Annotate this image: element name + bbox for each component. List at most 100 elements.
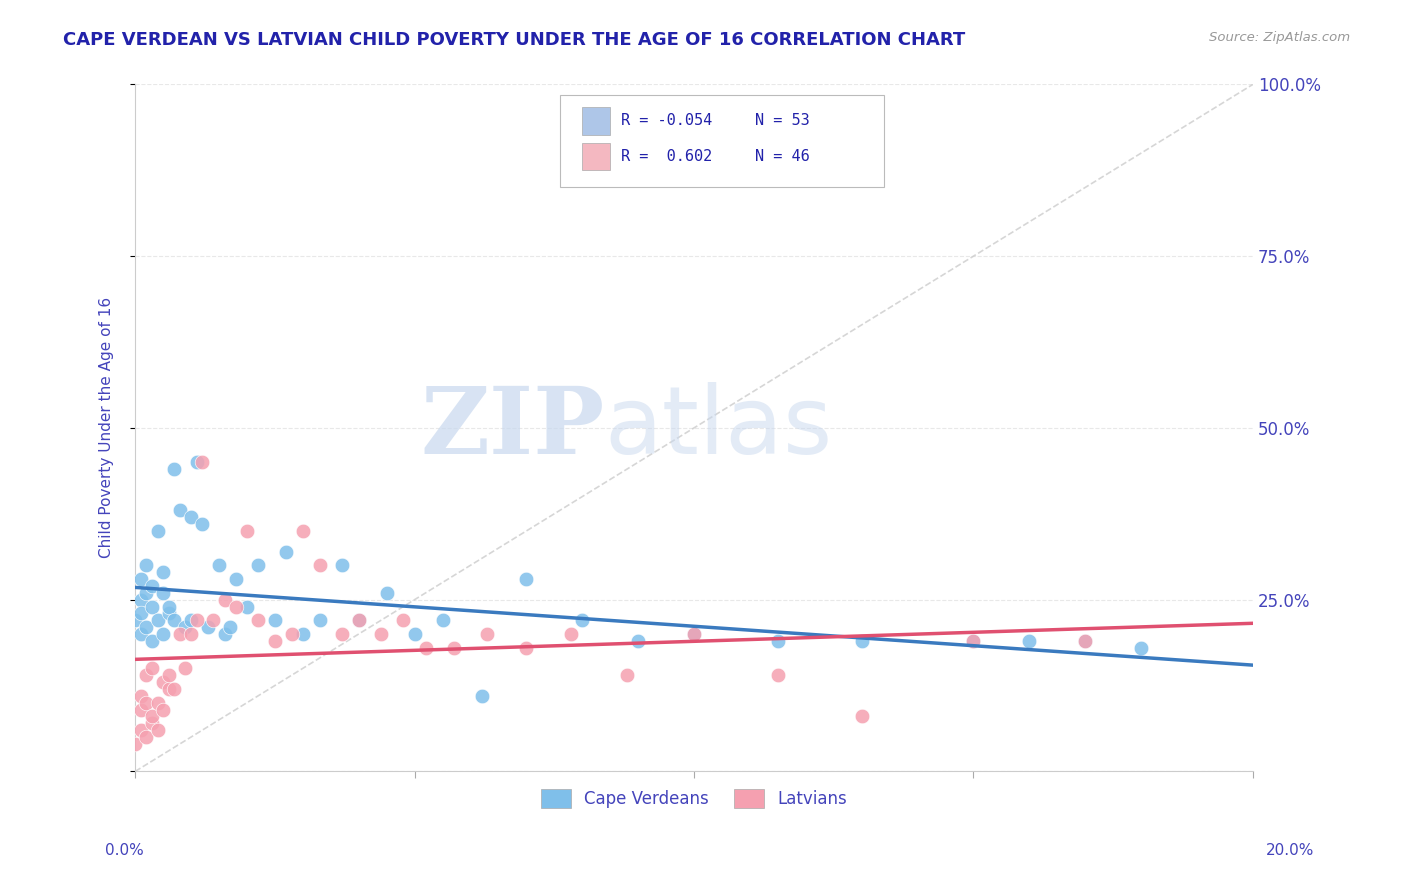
Point (191, 455, 214, 469)
Point (135, 730, 157, 744)
Point (152, 565, 174, 579)
Point (129, 723, 152, 738)
Point (146, 613, 169, 627)
Point (627, 633, 650, 648)
Point (135, 558, 157, 573)
Text: atlas: atlas (605, 382, 832, 474)
Text: R =  0.602: R = 0.602 (621, 149, 713, 164)
Point (135, 620, 157, 634)
Point (135, 668, 157, 682)
Point (129, 607, 152, 621)
Point (1074, 633, 1097, 648)
Point (157, 668, 180, 682)
Text: 0.0%: 0.0% (105, 843, 145, 858)
Point (236, 599, 259, 614)
Point (135, 586, 157, 600)
Point (146, 723, 169, 738)
Point (308, 558, 330, 573)
Text: CAPE VERDEAN VS LATVIAN CHILD POVERTY UNDER THE AGE OF 16 CORRELATION CHART: CAPE VERDEAN VS LATVIAN CHILD POVERTY UN… (63, 31, 966, 49)
Point (129, 572, 152, 586)
Point (174, 620, 197, 634)
Point (962, 633, 984, 648)
Point (135, 696, 157, 710)
Point (152, 586, 174, 600)
Point (129, 689, 152, 703)
Point (515, 640, 537, 655)
Point (264, 613, 287, 627)
Point (219, 620, 242, 634)
FancyBboxPatch shape (582, 107, 610, 135)
Point (247, 558, 270, 573)
Point (163, 681, 186, 696)
Point (152, 675, 174, 690)
Point (129, 627, 152, 641)
Point (214, 592, 236, 607)
Text: R = -0.054: R = -0.054 (621, 113, 713, 128)
Point (141, 633, 163, 648)
Point (146, 524, 169, 538)
Point (225, 572, 247, 586)
Point (766, 668, 789, 682)
Point (515, 572, 537, 586)
Point (404, 627, 426, 641)
Point (141, 599, 163, 614)
FancyBboxPatch shape (560, 95, 884, 187)
Point (471, 689, 494, 703)
Y-axis label: Child Poverty Under the Age of 16: Child Poverty Under the Age of 16 (100, 297, 114, 558)
Point (152, 627, 174, 641)
Legend: Cape Verdeans, Latvians: Cape Verdeans, Latvians (534, 782, 853, 814)
Point (169, 503, 191, 517)
Point (124, 613, 146, 627)
Point (197, 620, 219, 634)
Point (163, 613, 186, 627)
Point (851, 709, 873, 723)
Point (186, 455, 208, 469)
Point (180, 627, 202, 641)
Text: Source: ZipAtlas.com: Source: ZipAtlas.com (1209, 31, 1350, 45)
Point (208, 558, 231, 573)
Point (766, 633, 789, 648)
Point (560, 627, 582, 641)
Point (264, 633, 287, 648)
Point (375, 586, 398, 600)
Point (225, 599, 247, 614)
Point (174, 661, 197, 675)
Point (157, 599, 180, 614)
Point (157, 681, 180, 696)
Point (141, 661, 163, 675)
Point (280, 627, 302, 641)
Text: N = 53: N = 53 (755, 113, 810, 128)
Point (180, 510, 202, 524)
Point (247, 613, 270, 627)
Point (308, 613, 330, 627)
Point (124, 737, 146, 751)
Point (571, 613, 593, 627)
Point (1018, 633, 1040, 648)
Point (477, 627, 499, 641)
Point (180, 613, 202, 627)
Point (129, 702, 152, 716)
Text: 20.0%: 20.0% (1267, 843, 1315, 858)
Point (291, 627, 314, 641)
Point (214, 627, 236, 641)
Point (432, 613, 454, 627)
Point (236, 524, 259, 538)
Point (962, 633, 984, 648)
Point (683, 627, 706, 641)
Point (141, 709, 163, 723)
Point (616, 668, 638, 682)
Point (683, 627, 706, 641)
Point (202, 613, 225, 627)
Point (347, 613, 370, 627)
Point (146, 696, 169, 710)
Point (1130, 640, 1153, 655)
FancyBboxPatch shape (582, 143, 610, 170)
Text: N = 46: N = 46 (755, 149, 810, 164)
Point (330, 627, 353, 641)
Point (392, 613, 415, 627)
Point (129, 592, 152, 607)
Point (163, 462, 186, 476)
Point (274, 544, 297, 558)
Point (152, 702, 174, 716)
Point (191, 517, 214, 532)
